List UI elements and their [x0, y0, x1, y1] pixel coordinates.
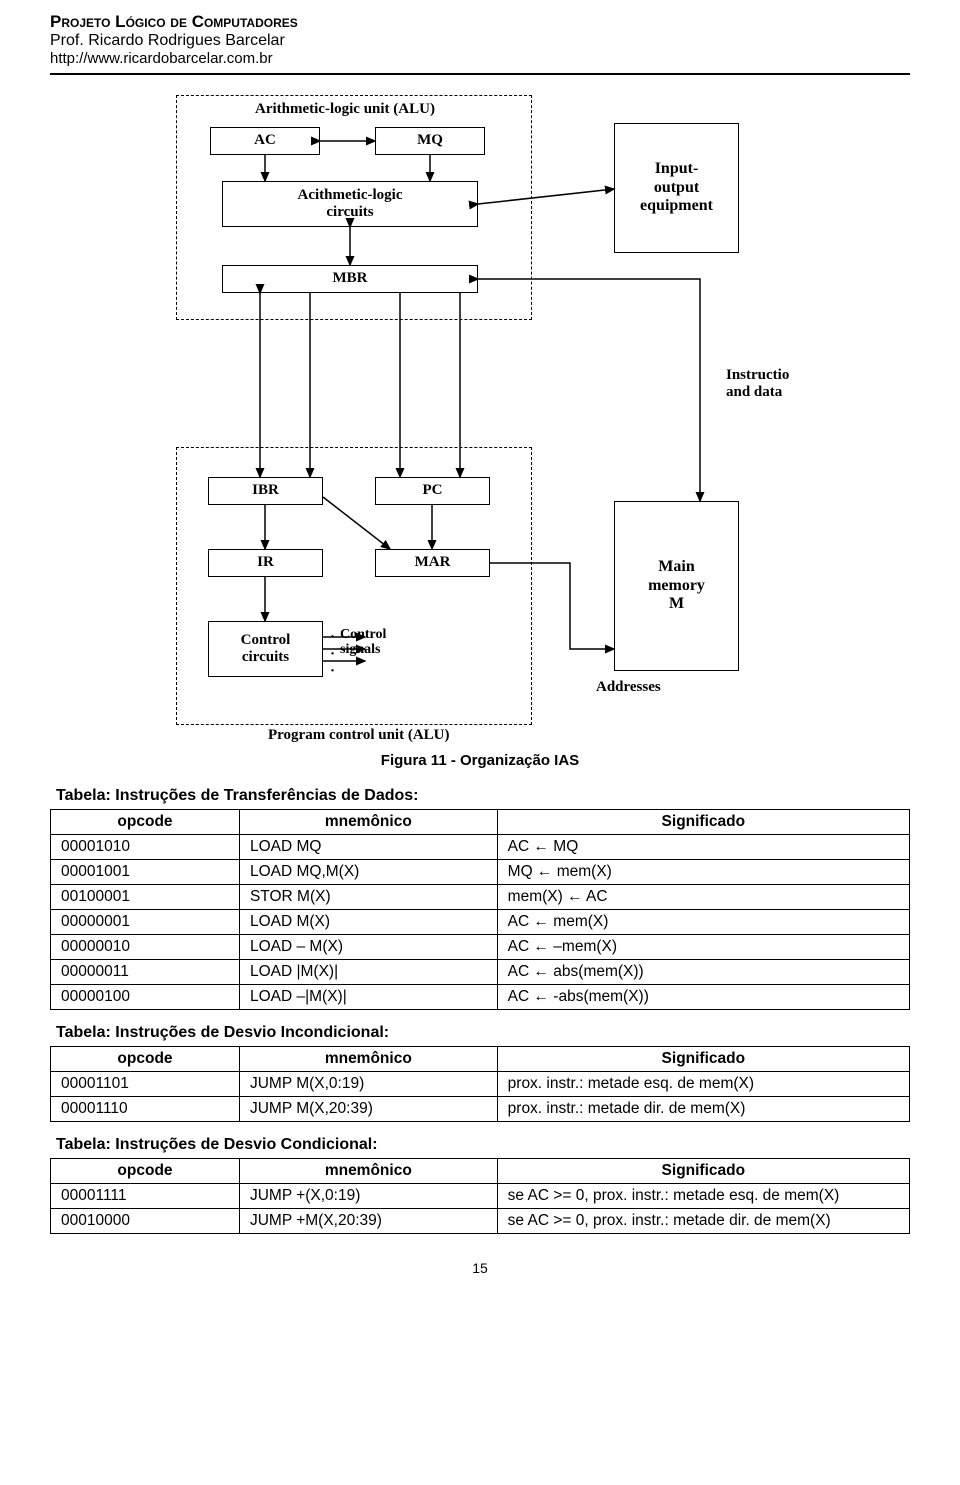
t1-body: 00001010LOAD MQAC ← MQ 00001001LOAD MQ,M… — [51, 835, 910, 1010]
mar-box: MAR — [375, 549, 490, 577]
table-transfer: opcode mnemônico Significado 00001010LOA… — [50, 809, 910, 1010]
pc-box: PC — [375, 477, 490, 505]
table-row: 00001001LOAD MQ,M(X)MQ ← mem(X) — [51, 860, 910, 885]
col-header: opcode — [51, 810, 240, 835]
col-header: mnemônico — [239, 1047, 497, 1072]
table-row: 00000100LOAD –|M(X)|AC ← -abs(mem(X)) — [51, 985, 910, 1010]
col-header: Significado — [497, 1159, 909, 1184]
table-row: 00100001STOR M(X)mem(X) ← AC — [51, 885, 910, 910]
alu-group-label: Arithmetic-logic unit (ALU) — [255, 101, 435, 118]
addresses-label: Addresses — [596, 679, 661, 696]
figure-caption: Figura 11 - Organização IAS — [50, 752, 910, 769]
io-box: Input- output equipment — [614, 123, 739, 253]
table-row: 00010000JUMP +M(X,20:39)se AC >= 0, prox… — [51, 1209, 910, 1234]
table3-title: Tabela: Instruções de Desvio Condicional… — [56, 1136, 910, 1154]
table-row: 00001111JUMP +(X,0:19)se AC >= 0, prox. … — [51, 1184, 910, 1209]
table-row: 00001101JUMP M(X,0:19)prox. instr.: meta… — [51, 1072, 910, 1097]
header-url: http://www.ricardobarcelar.com.br — [50, 50, 910, 67]
mbr-box: MBR — [222, 265, 478, 293]
prof-name: Prof. Ricardo Rodrigues Barcelar — [50, 32, 910, 50]
table-row: 00000010LOAD – M(X)AC ← –mem(X) — [51, 935, 910, 960]
page-number: 15 — [50, 1260, 910, 1276]
table-row: 00001110JUMP M(X,20:39)prox. instr.: met… — [51, 1097, 910, 1122]
col-header: Significado — [497, 1047, 909, 1072]
instr-data-label: Instructio and data — [726, 367, 789, 400]
col-header: mnemônico — [239, 1159, 497, 1184]
mq-box: MQ — [375, 127, 485, 155]
table-row: 00000011LOAD |M(X)|AC ← abs(mem(X)) — [51, 960, 910, 985]
col-header: opcode — [51, 1047, 240, 1072]
control-signals-label: Control signals — [340, 627, 386, 658]
col-header: opcode — [51, 1159, 240, 1184]
col-header: mnemônico — [239, 810, 497, 835]
col-header: Significado — [497, 810, 909, 835]
ir-box: IR — [208, 549, 323, 577]
table1-title: Tabela: Instruções de Transferências de … — [56, 787, 910, 805]
ias-diagram: Arithmetic-logic unit (ALU) AC MQ Acithm… — [170, 89, 790, 744]
ac-box: AC — [210, 127, 320, 155]
header-rule — [50, 73, 910, 75]
table-row: 00001010LOAD MQAC ← MQ — [51, 835, 910, 860]
mm-box: Main memory M — [614, 501, 739, 671]
table-jump-uncond: opcode mnemônico Significado 00001101JUM… — [50, 1046, 910, 1122]
cc-box: Control circuits — [208, 621, 323, 677]
course-title: Projeto Lógico de Computadores — [50, 12, 910, 32]
header: Projeto Lógico de Computadores Prof. Ric… — [50, 12, 910, 75]
ibr-box: IBR — [208, 477, 323, 505]
table-jump-cond: opcode mnemônico Significado 00001111JUM… — [50, 1158, 910, 1234]
pcu-group-label: Program control unit (ALU) — [268, 727, 450, 744]
alc-box: Acithmetic-logic circuits — [222, 181, 478, 227]
table-row: 00000001LOAD M(X)AC ← mem(X) — [51, 910, 910, 935]
dots-icon: ··· — [330, 629, 335, 680]
table2-title: Tabela: Instruções de Desvio Incondicion… — [56, 1024, 910, 1042]
